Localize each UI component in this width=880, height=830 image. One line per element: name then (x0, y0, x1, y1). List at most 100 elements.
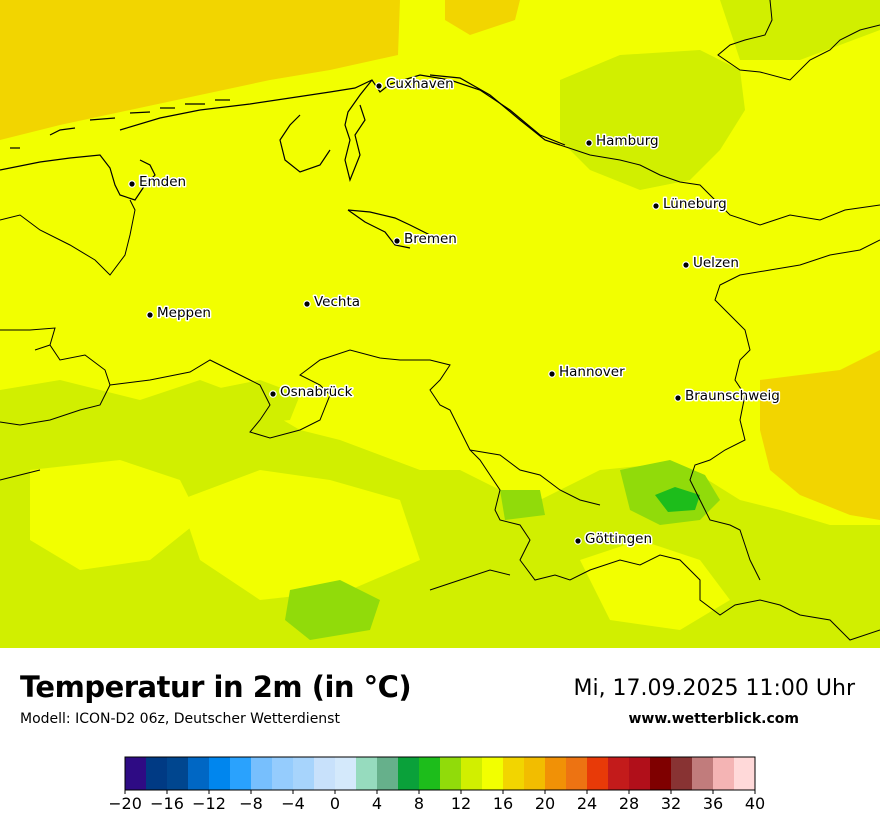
legend-tick-label: 32 (661, 794, 681, 813)
legend-swatch (671, 757, 693, 790)
legend-swatch (608, 757, 630, 790)
legend-tick-label: 20 (535, 794, 555, 813)
city-göttingen: Göttingen (574, 530, 654, 549)
legend-swatch (251, 757, 273, 790)
legend-swatch (419, 757, 441, 790)
city-dot (548, 370, 556, 378)
state-borders (0, 0, 880, 641)
legend-swatch (125, 757, 147, 790)
legend-swatch (356, 757, 378, 790)
temperature-map: Cuxhaven Hamburg Emden Lüneburg Bremen Uelzen… (0, 0, 880, 648)
city-label: Hamburg (596, 133, 659, 149)
legend-swatch (314, 757, 336, 790)
legend-swatch (230, 757, 252, 790)
city-label: Cuxhaven (386, 76, 454, 92)
city-dot (574, 537, 582, 545)
city-label: Vechta (314, 294, 360, 310)
legend-tick-label: −20 (110, 794, 142, 813)
city-label: Lüneburg (663, 196, 727, 212)
warm-area-east (760, 350, 880, 520)
legend-tick-label: −4 (281, 794, 305, 813)
legend-swatch (503, 757, 525, 790)
city-dot (269, 390, 277, 398)
cool-area-hamburg (560, 50, 745, 190)
legend-swatch (440, 757, 462, 790)
city-markers: Cuxhaven Hamburg Emden Lüneburg Bremen Uelzen… (128, 75, 781, 549)
city-osnabrück: Osnabrück (269, 383, 354, 402)
city-cuxhaven: Cuxhaven (375, 75, 455, 94)
legend-tick-label: 24 (577, 794, 597, 813)
legend-swatch (188, 757, 210, 790)
legend-swatch (167, 757, 189, 790)
city-label: Braunschweig (685, 388, 780, 404)
city-label: Göttingen (585, 531, 652, 547)
legend-swatch (335, 757, 357, 790)
legend-tick-label: 4 (372, 794, 382, 813)
city-dot (674, 394, 682, 402)
city-label: Uelzen (693, 255, 739, 271)
city-label: Bremen (404, 231, 457, 247)
city-label: Meppen (157, 305, 211, 321)
legend-swatch (734, 757, 756, 790)
cold-patch-brocken (655, 487, 700, 512)
legend-swatch (377, 757, 399, 790)
model-subtitle: Modell: ICON-D2 06z, Deutscher Wetterdie… (20, 711, 340, 727)
city-dot (652, 202, 660, 210)
legend-border (124, 756, 756, 791)
legend-swatch (587, 757, 609, 790)
city-dot (303, 300, 311, 308)
city-dot (146, 311, 154, 319)
legend-swatch (629, 757, 651, 790)
city-hamburg: Hamburg (585, 132, 660, 151)
city-lüneburg: Lüneburg (652, 195, 728, 214)
cool-area-northeast (720, 0, 880, 60)
city-dot (585, 139, 593, 147)
city-uelzen: Uelzen (682, 254, 740, 273)
city-dot (682, 261, 690, 269)
legend-tick-label: 28 (619, 794, 639, 813)
legend-swatch (272, 757, 294, 790)
warm-patch-south-a (30, 460, 200, 570)
legend-tick-label: 0 (330, 794, 340, 813)
legend-swatch (713, 757, 735, 790)
city-label: Osnabrück (280, 384, 353, 400)
city-bremen: Bremen (393, 230, 458, 249)
legend-swatch (146, 757, 168, 790)
city-hannover: Hannover (548, 363, 627, 382)
city-dot (393, 237, 401, 245)
city-label: Emden (139, 174, 186, 190)
city-vechta: Vechta (303, 293, 362, 312)
website-link[interactable]: www.wetterblick.com (628, 711, 800, 727)
city-dot (375, 82, 383, 90)
legend-tick-label: 36 (703, 794, 723, 813)
legend-tick-label: 40 (745, 794, 765, 813)
city-braunschweig: Braunschweig (674, 387, 781, 406)
cool-patch-south-b (500, 490, 545, 520)
cool-patch-osna (210, 380, 300, 425)
city-dot (128, 180, 136, 188)
warm-patch-south-c (580, 540, 730, 630)
legend-swatch (524, 757, 546, 790)
warm-sea-area (0, 0, 400, 140)
legend-swatch (482, 757, 504, 790)
legend-tick-label: −12 (192, 794, 226, 813)
forecast-datetime: Mi, 17.09.2025 11:00 Uhr (573, 676, 855, 701)
city-emden: Emden (128, 173, 188, 192)
legend-swatch (692, 757, 714, 790)
city-label: Hannover (559, 364, 625, 380)
legend-swatch (209, 757, 231, 790)
legend-swatch (566, 757, 588, 790)
legend-swatch (293, 757, 315, 790)
legend-swatch (461, 757, 483, 790)
warm-area-top (445, 0, 520, 35)
warm-patch-south-b (180, 470, 420, 600)
legend-tick-label: −16 (150, 794, 184, 813)
map-title: Temperatur in 2m (in °C) (20, 670, 412, 704)
city-meppen: Meppen (146, 304, 212, 323)
legend-swatch (545, 757, 567, 790)
legend-tick-label: 16 (493, 794, 513, 813)
legend-tick-label: 12 (451, 794, 471, 813)
legend-tick-label: −8 (239, 794, 263, 813)
rivers (347, 74, 561, 249)
cool-patch-south (285, 580, 380, 640)
